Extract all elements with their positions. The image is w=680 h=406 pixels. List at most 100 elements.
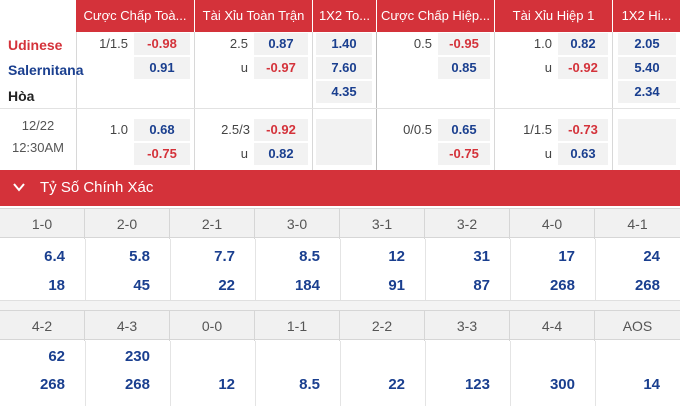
match-date: 12/22: [21, 118, 55, 133]
alt-h1-ou-under-odds[interactable]: 0.63: [558, 143, 608, 165]
score-odds-away[interactable]: 12: [218, 376, 235, 393]
divider: [194, 32, 195, 170]
score-label: 3-1: [340, 209, 425, 239]
score-odds-away[interactable]: 14: [643, 376, 660, 393]
score-odds-home[interactable]: 7.7: [214, 248, 235, 265]
score-odds-home[interactable]: 230: [124, 348, 150, 365]
team-header-blank: [0, 0, 76, 32]
alt-h1-ou-line: 1/1.5: [523, 122, 552, 137]
team-draw: Hòa: [8, 88, 35, 104]
chevron-down-icon[interactable]: [12, 170, 26, 206]
divider: [85, 341, 86, 406]
alt-h1-ah-away-odds[interactable]: -0.75: [438, 143, 490, 165]
score-odds-away[interactable]: 91: [388, 277, 405, 294]
score-odds-home[interactable]: 62: [48, 348, 65, 365]
alt-ou-under-odds[interactable]: 0.82: [254, 143, 308, 165]
score-odds-away[interactable]: 268: [39, 376, 65, 393]
h1-ou-under-odds[interactable]: -0.92: [558, 57, 608, 79]
divider: [595, 341, 596, 406]
divider: [425, 239, 426, 300]
score-label: AOS: [622, 318, 653, 334]
score-label: 1-1: [255, 311, 340, 341]
alt-ah-away-odds[interactable]: -0.75: [134, 143, 190, 165]
score-odds-home[interactable]: 17: [558, 248, 575, 265]
h1-1x2-home-odds[interactable]: 2.05: [618, 33, 676, 55]
divider: [595, 239, 596, 300]
h1-1x2-away-odds[interactable]: 5.40: [618, 57, 676, 79]
score-label: 4-3: [85, 311, 170, 341]
team-away[interactable]: Salernitana: [8, 62, 84, 78]
score-label: 4-2: [0, 311, 85, 341]
1x2-home-odds[interactable]: 1.40: [316, 33, 372, 55]
divider: [510, 239, 511, 300]
score-odds-away[interactable]: 22: [218, 277, 235, 294]
team-home[interactable]: Udinese: [8, 37, 63, 53]
score-odds-home[interactable]: 5.8: [129, 248, 150, 265]
divider: [425, 341, 426, 406]
score-odds-away[interactable]: 45: [133, 277, 150, 294]
score-odds-away[interactable]: 268: [124, 376, 150, 393]
alt-ou-over-odds[interactable]: -0.92: [254, 119, 308, 141]
score-odds-away[interactable]: 268: [549, 277, 575, 294]
score-label: 4-1: [627, 216, 648, 232]
h1-ou-over-odds[interactable]: 0.82: [558, 33, 608, 55]
alt-ah-home-odds[interactable]: 0.68: [134, 119, 190, 141]
header-over-under-h1[interactable]: Tài Xỉu Hiệp 1: [495, 0, 612, 32]
divider: [340, 239, 341, 300]
score-odds-away[interactable]: 184: [294, 277, 320, 294]
score-label: 4-4: [510, 311, 595, 341]
divider: [255, 341, 256, 406]
section-exact-score[interactable]: Tỷ Số Chính Xác: [0, 170, 680, 206]
1x2-draw-odds[interactable]: 4.35: [316, 81, 372, 103]
ou-over-odds[interactable]: 0.87: [254, 33, 308, 55]
score-odds-away[interactable]: 18: [48, 277, 65, 294]
score-odds-home[interactable]: 8.5: [299, 248, 320, 265]
header-asian-handicap-full[interactable]: Cược Chấp Toà...: [76, 0, 194, 32]
score-odds-away[interactable]: 300: [549, 376, 575, 393]
header-asian-handicap-h1[interactable]: Cược Chấp Hiệp...: [377, 0, 494, 32]
score-odds-home[interactable]: 24: [643, 248, 660, 265]
score-odds-home[interactable]: 12: [388, 248, 405, 265]
score-odds-away[interactable]: 123: [464, 376, 490, 393]
divider: [494, 32, 495, 170]
alt-h1-ah-line: 0/0.5: [403, 122, 432, 137]
ou-line: 2.5: [229, 36, 248, 51]
score-odds-away[interactable]: 87: [473, 277, 490, 294]
divider: [0, 300, 680, 311]
score-label: 2-0: [85, 209, 170, 239]
divider: [376, 32, 377, 170]
h1-ah-away-odds[interactable]: 0.85: [438, 57, 490, 79]
divider: [85, 239, 86, 300]
score-label: 2-1: [170, 209, 255, 239]
divider: [170, 341, 171, 406]
match-time: 12:30AM: [11, 140, 65, 155]
ah-line: 1/1.5: [99, 36, 128, 51]
divider: [76, 32, 77, 170]
alt-h1-ah-home-odds[interactable]: 0.65: [438, 119, 490, 141]
header-1x2-full[interactable]: 1X2 To...: [313, 0, 376, 32]
1x2-away-odds[interactable]: 7.60: [316, 57, 372, 79]
divider: [612, 32, 613, 170]
score-odds-home[interactable]: 31: [473, 248, 490, 265]
score-header-row-2: 4-2 4-3 0-0 1-1 2-2 3-3 4-4 AOS: [0, 310, 680, 341]
ou-under-odds[interactable]: -0.97: [254, 57, 308, 79]
h1-1x2-draw-odds[interactable]: 2.34: [618, 81, 676, 103]
score-odds-home[interactable]: 6.4: [44, 248, 65, 265]
alt-h1-ou-over-odds[interactable]: -0.73: [558, 119, 608, 141]
score-label: 0-0: [170, 311, 255, 341]
h1-ah-home-odds[interactable]: -0.95: [438, 33, 490, 55]
header-over-under-full[interactable]: Tài Xỉu Toàn Trận: [195, 0, 312, 32]
header-1x2-h1[interactable]: 1X2 Hi...: [613, 0, 680, 32]
ah-away-odds[interactable]: 0.91: [134, 57, 190, 79]
score-label: 3-2: [425, 209, 510, 239]
divider: [312, 32, 313, 170]
score-odds-away[interactable]: 22: [388, 376, 405, 393]
score-odds-away[interactable]: 268: [634, 277, 660, 294]
alt-ah-line: 1.0: [109, 122, 128, 137]
score-odds-away[interactable]: 8.5: [299, 376, 320, 393]
h1-ou-line: 1.0: [533, 36, 552, 51]
divider: [510, 341, 511, 406]
ou-under-label: u: [240, 60, 248, 75]
ah-home-odds[interactable]: -0.98: [134, 33, 190, 55]
divider: [170, 239, 171, 300]
